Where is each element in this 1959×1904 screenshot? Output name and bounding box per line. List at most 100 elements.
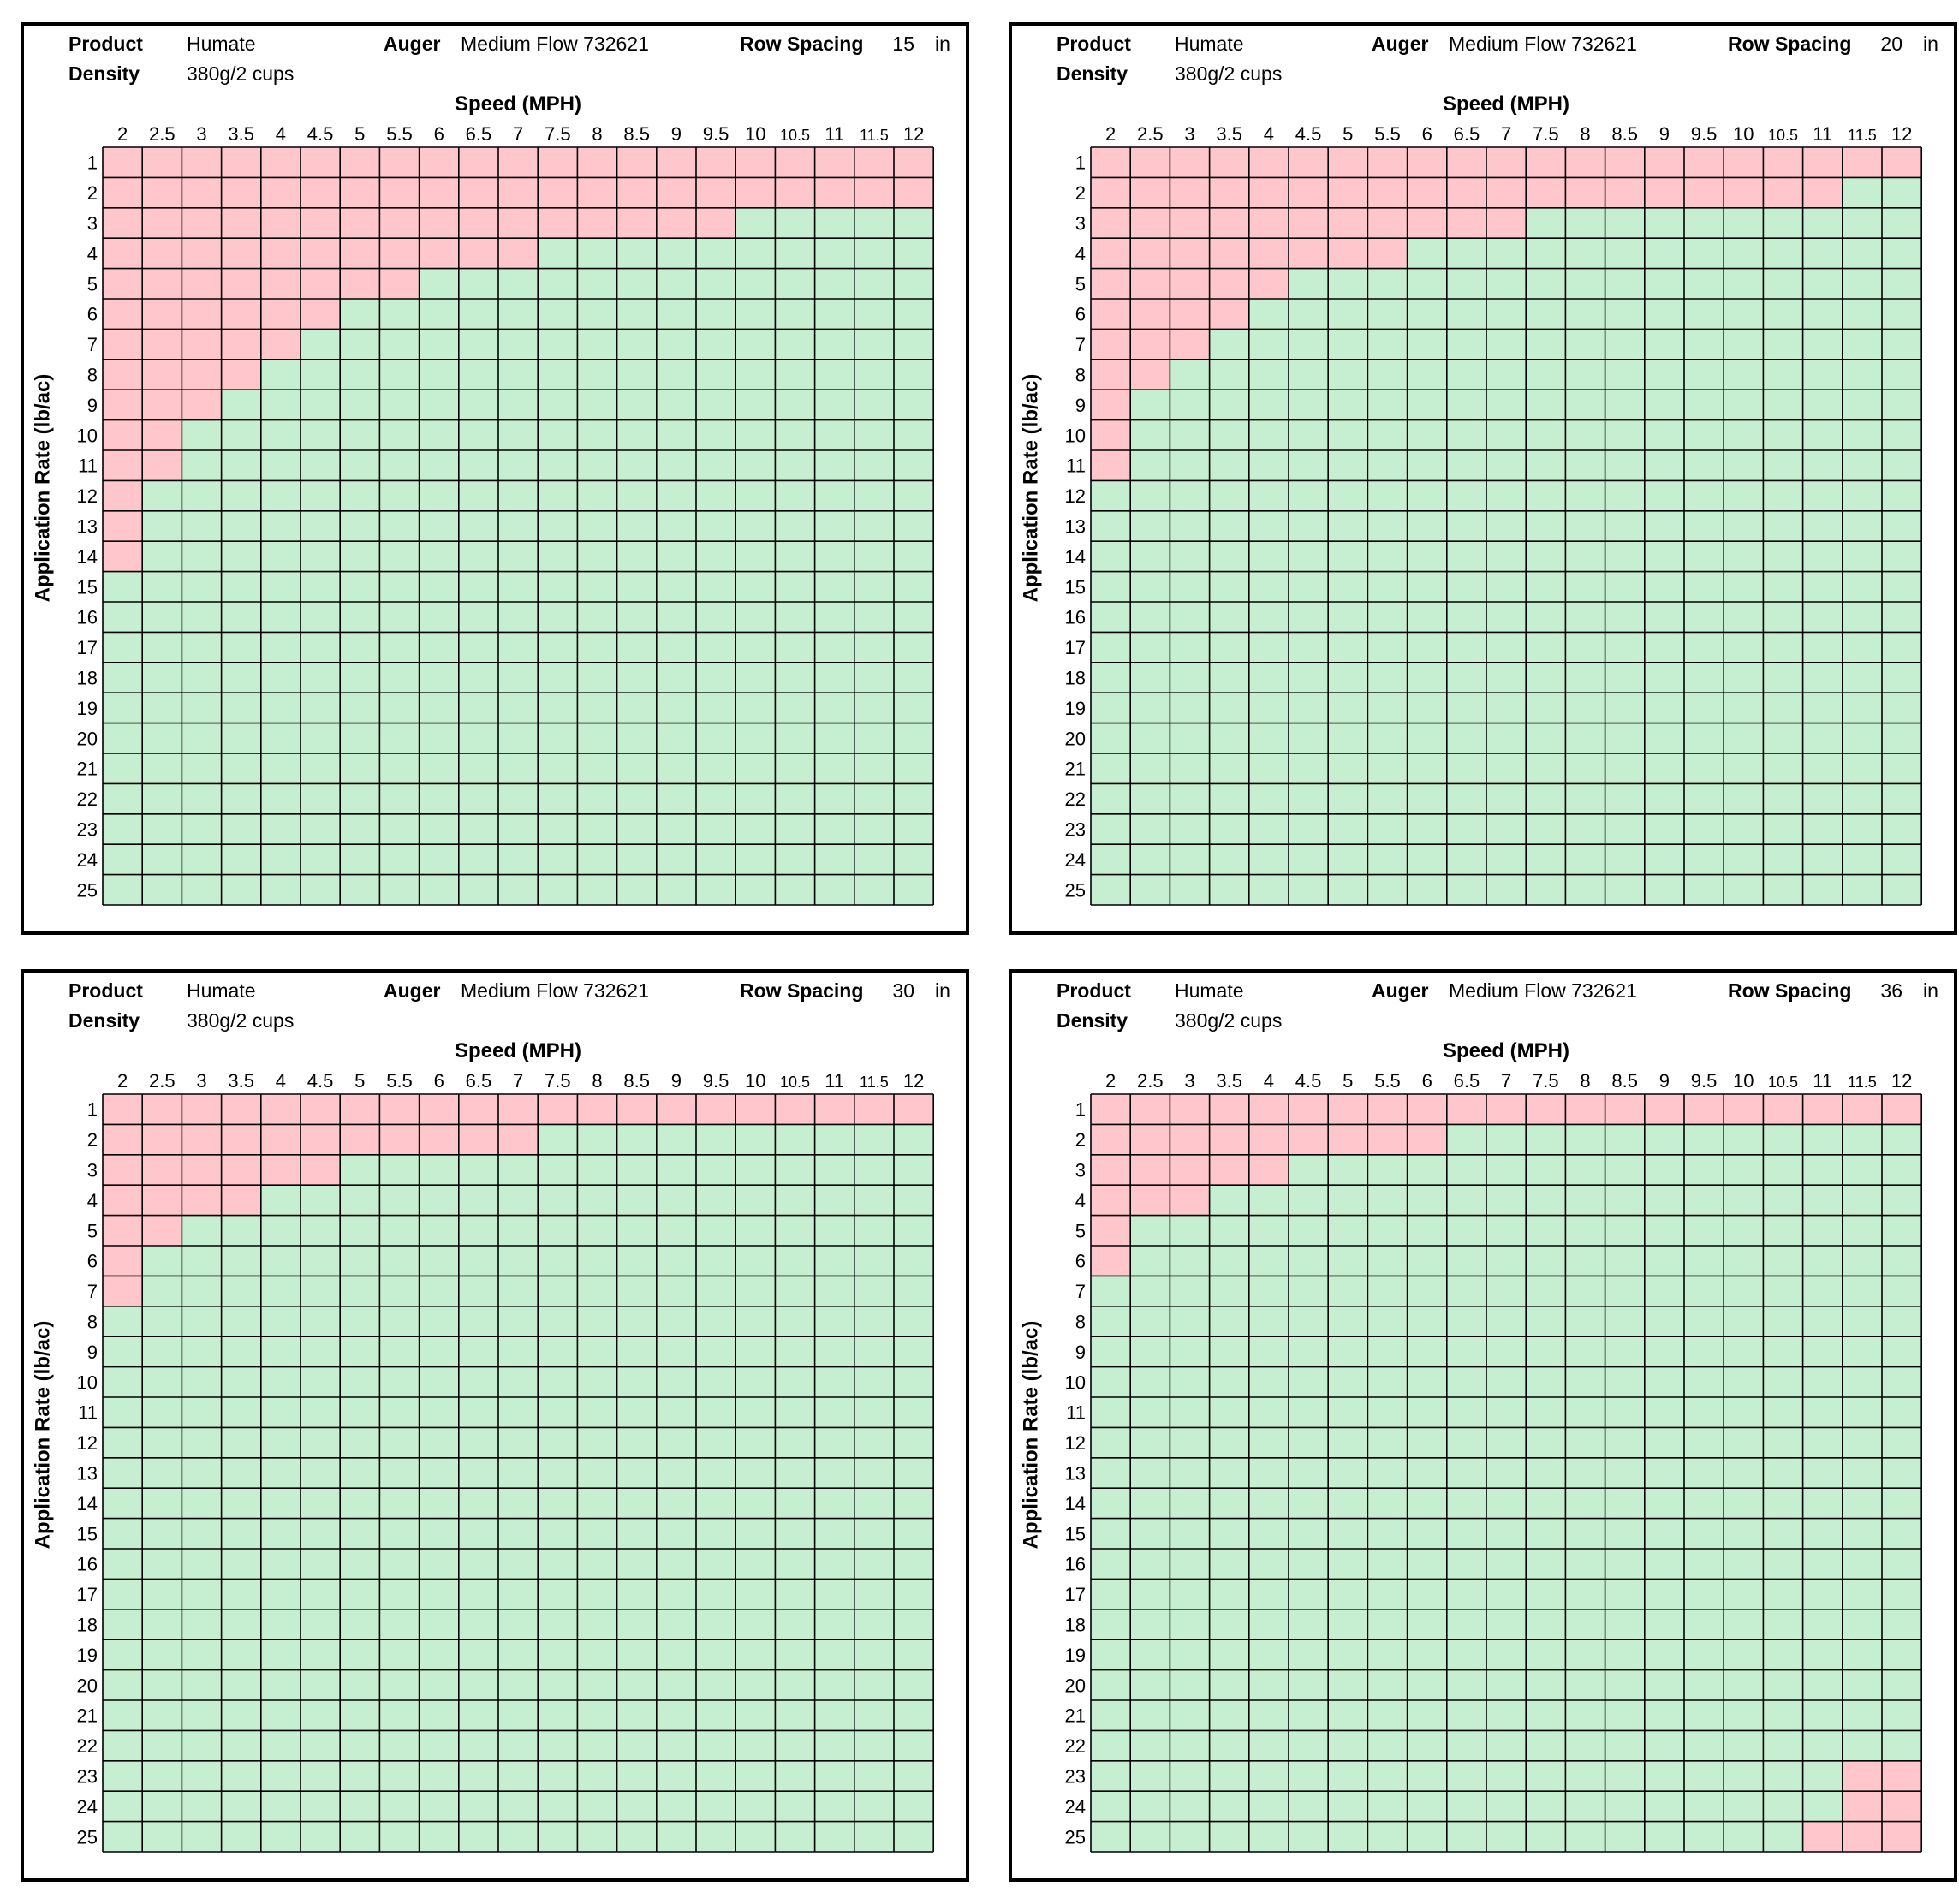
y-tick-label: 12 [77,485,98,507]
cell-ok [1486,632,1527,663]
x-tick-label: 8 [592,1070,602,1092]
cell-ok [458,1488,498,1519]
cell-ok [260,1518,301,1549]
row-spacing-label: Row Spacing [1728,979,1852,1002]
x-tick-label: 9 [1659,1070,1670,1092]
cell-ok [1170,844,1210,875]
cell-ok [1842,844,1882,875]
cell-ok [1289,1276,1329,1306]
cell-ok [735,1336,776,1367]
x-tick-label: 3.5 [228,123,254,145]
cell-ok [1209,753,1249,784]
cell-ok [1486,329,1527,360]
cell-ok [1486,299,1527,330]
cell-ok [696,299,736,330]
cell-exceeds [1486,1094,1527,1125]
x-tick-label: 11.5 [1848,127,1877,144]
cell-exceeds [221,359,261,390]
cell-ok [379,1366,420,1397]
cell-ok [538,1609,578,1640]
cell-ok [1289,602,1329,633]
cell-ok [142,783,182,814]
cell-ok [1170,1760,1210,1792]
cell-ok [1802,874,1843,905]
cell-ok [1565,1488,1605,1519]
cell-ok [1446,238,1486,269]
cell-ok [656,1791,696,1822]
cell-ok [1289,1427,1329,1458]
cell-ok [696,662,736,693]
y-tick-label: 11 [1066,455,1086,477]
cell-ok [735,1366,776,1397]
cell-ok [1170,1579,1210,1609]
cell-ok [1565,1821,1605,1852]
cell-ok [1248,1549,1289,1580]
cell-ok [1209,1639,1249,1670]
cell-exceeds [301,207,341,239]
cell-exceeds [1367,1094,1408,1125]
cell-ok [854,1791,894,1822]
y-tick-label: 1 [1075,1099,1086,1121]
cell-ok [1763,1609,1803,1640]
x-tick-label: 6.5 [466,1070,492,1092]
cell-ok [221,1276,261,1306]
cell-ok [340,1791,380,1822]
cell-ok [1367,1579,1408,1609]
cell-exceeds [182,1185,222,1216]
cell-ok [735,1609,776,1640]
cell-ok [854,571,894,602]
cell-ok [142,1669,182,1700]
cell-ok [1209,1760,1249,1792]
cell-exceeds [340,177,380,208]
cell-ok [1289,1457,1329,1489]
x-tick-label: 4.5 [1295,123,1322,145]
cell-ok [854,1518,894,1549]
cell-ok [616,299,657,330]
cell-exceeds [142,1154,182,1186]
x-tick-label: 12 [903,123,924,145]
cell-ok [1605,359,1645,390]
cell-ok [814,1488,854,1519]
cell-ok [142,480,182,511]
cell-ok [379,753,420,784]
cell-exceeds [1407,207,1447,239]
y-tick-label: 18 [77,1615,98,1636]
cell-ok [1367,632,1408,663]
cell-ok [1605,1760,1645,1792]
cell-ok [1526,1791,1566,1822]
cell-ok [538,1579,578,1609]
cell-ok [379,329,420,360]
cell-ok [577,1366,617,1397]
cell-exceeds [1289,1124,1329,1155]
cell-ok [1802,1397,1843,1428]
cell-exceeds [1644,177,1684,208]
cell-ok [1486,844,1527,875]
cell-ok [1091,1276,1131,1306]
cell-ok [1724,1215,1764,1246]
cell-ok [854,207,894,239]
cell-ok [103,1306,143,1337]
cell-ok [1407,1366,1447,1397]
cell-ok [1565,1730,1605,1761]
cell-ok [1486,268,1527,299]
cell-ok [775,1700,815,1731]
cell-ok [538,1549,578,1580]
cell-ok [1684,844,1724,875]
cell-ok [1802,1457,1843,1489]
cell-ok [340,450,380,481]
cell-ok [1446,1821,1486,1852]
cell-ok [1842,1215,1882,1246]
cell-ok [458,1306,498,1337]
cell-ok [1802,783,1843,814]
cell-ok [1882,510,1922,542]
cell-ok [814,1427,854,1458]
cell-ok [301,813,341,845]
cell-ok [814,753,854,784]
cell-ok [1644,1246,1684,1276]
cell-ok [616,1306,657,1337]
cell-ok [577,1397,617,1428]
cell-ok [260,662,301,693]
cell-ok [1328,510,1368,542]
cell-ok [735,1579,776,1609]
cell-ok [301,1336,341,1367]
